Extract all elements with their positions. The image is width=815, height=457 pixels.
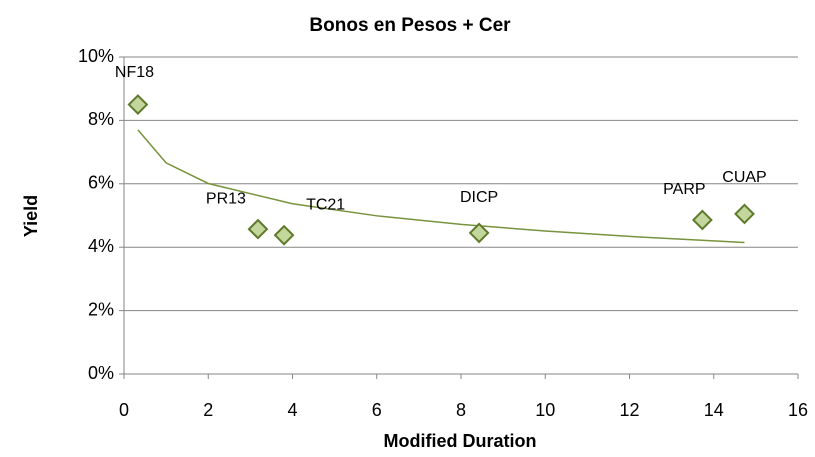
point (691, 209, 713, 231)
point (273, 224, 295, 246)
trendline (137, 129, 745, 244)
point (468, 222, 490, 244)
point (247, 218, 269, 240)
x-tick-label: 14 (704, 400, 724, 420)
y-tick-label: 6% (88, 173, 114, 193)
x-tick-label: 8 (456, 400, 466, 420)
y-tick-label: 0% (88, 363, 114, 383)
point-label: DICP (460, 189, 498, 206)
x-tick-label: 16 (788, 400, 808, 420)
x-tick-label: 6 (372, 400, 382, 420)
point (127, 94, 149, 115)
x-tick-label: 12 (619, 400, 639, 420)
y-tick-label: 4% (88, 236, 114, 256)
x-tick-label: 4 (287, 400, 297, 420)
point-label: PARP (663, 181, 705, 198)
point (734, 203, 755, 225)
y-tick-label: 10% (78, 46, 114, 66)
y-axis-label: Yield (21, 195, 41, 237)
x-tick-label: 2 (203, 400, 213, 420)
point-label: TC21 (306, 196, 345, 213)
y-tick-label: 2% (88, 299, 114, 319)
point-label: NF18 (115, 64, 154, 81)
point-label: CUAP (722, 169, 766, 186)
point-label: PR13 (206, 190, 246, 207)
x-tick-label: 10 (535, 400, 555, 420)
x-tick-label: 0 (119, 400, 129, 420)
y-tick-label: 8% (88, 109, 114, 129)
x-axis-label: Modified Duration (384, 431, 537, 451)
chart-title: Bonos en Pesos + Cer (309, 15, 511, 36)
